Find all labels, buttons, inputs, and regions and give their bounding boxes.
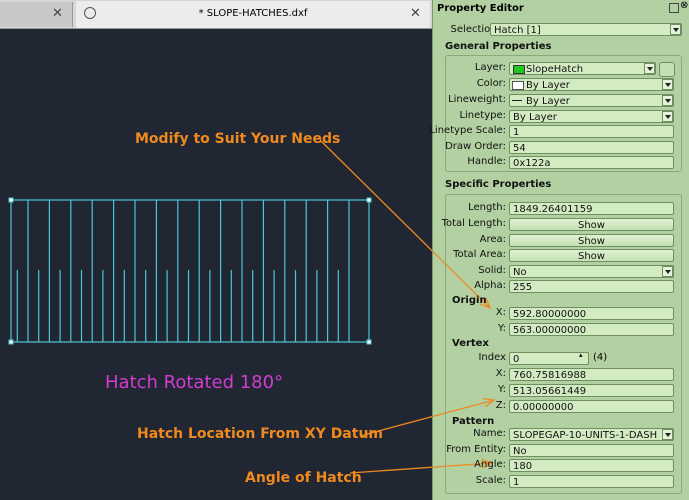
field-label: Total Area: [453,249,506,260]
grips [8,197,372,345]
field-label: Solid: [478,265,506,276]
field[interactable]: By Layer [509,110,674,123]
field-label: Color: [476,78,506,89]
field[interactable]: 180 [509,459,674,472]
combo-arrow[interactable] [670,24,681,35]
arrow-head [481,458,494,469]
close-icon[interactable]: ⊗ [680,0,689,11]
arrow-line [359,399,495,437]
file-icon [84,7,96,19]
spinner[interactable]: ▴ [579,351,583,359]
arrows [319,139,496,474]
field[interactable]: No [509,265,674,278]
field-label: Area: [479,234,506,245]
field-label: Lineweight: [448,94,506,105]
property-editor [432,0,689,500]
field[interactable]: 513.05661449 [509,384,674,397]
color-swatch [512,81,524,90]
field-label: Draw Order: [445,141,506,152]
group-box [445,55,682,172]
field-label: Scale: [475,475,506,486]
combo-arrow[interactable] [662,266,673,277]
arrow-line [319,139,491,309]
combo-arrow[interactable] [662,429,673,440]
tab-active[interactable] [76,1,430,28]
field[interactable]: 1 [509,475,674,488]
combo-arrow[interactable] [644,63,655,74]
field[interactable]: 1849.26401159 [509,202,674,215]
annotation: Modify to Suit Your Needs [135,131,340,147]
close-icon[interactable]: ✕ [52,6,63,21]
drawing-canvas[interactable] [0,29,432,500]
float-icon[interactable] [669,3,679,13]
field-label: Index [478,352,506,363]
subsection-title: Vertex [452,338,489,349]
hatch-boundary [10,199,370,343]
field-label: From Entity: [446,444,506,455]
selection-label: Selection: [450,24,500,35]
field-label: Linetype Scale: [429,125,506,136]
panel-title: Property Editor [437,3,524,14]
field-label: X: [495,368,506,379]
field-label: Name: [473,428,506,439]
annotation: Angle of Hatch [245,470,362,486]
field-label: Length: [468,202,506,213]
layer-swatch [513,65,525,74]
field[interactable]: 760.75816988 [509,368,674,381]
subsection-title: Origin [452,295,487,306]
field[interactable]: No [509,444,674,457]
field[interactable]: 1 [509,125,674,138]
arrow-head [479,297,492,310]
field-label: Layer: [474,62,506,73]
field[interactable]: 563.00000000 [509,323,674,336]
caption: Hatch Rotated 180° [105,372,283,393]
field-label: Linetype: [459,110,506,121]
field[interactable]: 255 [509,280,674,293]
combo-arrow[interactable] [662,95,673,106]
hatch-pattern [16,200,350,342]
field-label: Handle: [467,156,506,167]
selection-combo[interactable]: Hatch [1] [490,23,682,36]
button[interactable]: Show [509,234,674,247]
field[interactable]: 592.80000000 [509,307,674,320]
field[interactable]: SLOPEGAP-10-UNITS-1-DASH [509,428,674,441]
annotation: Hatch Location From XY Datum [137,426,383,442]
tab-label: * SLOPE-HATCHES.dxf [198,8,308,19]
field-label: Z: [495,400,506,411]
combo-arrow[interactable] [662,111,673,122]
field-label: Alpha: [474,280,506,291]
field-label: X: [495,307,506,318]
section-title: Specific Properties [445,179,552,190]
field-label: Y: [497,323,506,334]
field[interactable]: 0 [509,352,589,365]
button[interactable]: Show [509,249,674,262]
group-box [445,194,682,494]
field-label: Angle: [474,459,506,470]
arrow-head [483,397,496,408]
field[interactable]: 54 [509,141,674,154]
field[interactable]: By Layer [509,94,674,107]
field[interactable]: 0x122a [509,156,674,169]
tab[interactable] [0,2,73,27]
field[interactable]: 0.00000000 [509,400,674,413]
combo-arrow[interactable] [662,79,673,90]
lineweight-icon [512,100,522,101]
subsection-title: Pattern [452,416,495,427]
button[interactable]: Show [509,218,674,231]
field[interactable]: SlopeHatch [509,62,656,75]
vertex-count: (4) [593,352,608,363]
section-title: General Properties [445,41,552,52]
close-icon[interactable]: ✕ [410,6,421,21]
field-label: Total Length: [441,218,506,229]
field[interactable]: By Layer [509,78,674,91]
field-label: Y: [497,384,506,395]
layer-button[interactable] [659,62,675,77]
arrow-line [349,462,493,474]
